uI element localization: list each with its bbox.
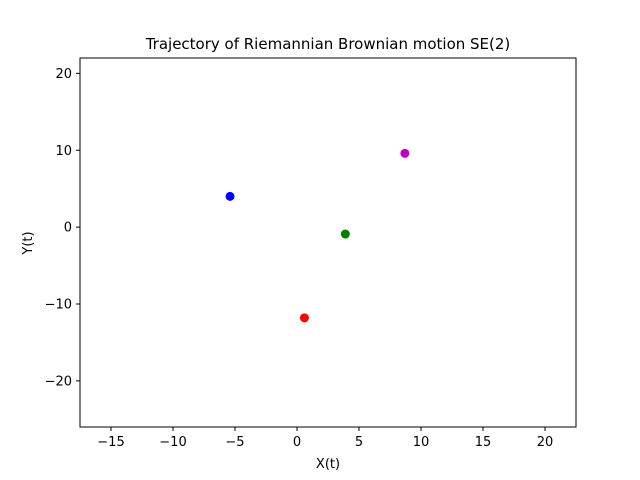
- data-point: [299, 313, 309, 323]
- data-point: [340, 229, 350, 239]
- data-point: [400, 148, 410, 158]
- data-point: [225, 191, 235, 201]
- y-axis-label: Y(t): [21, 231, 36, 255]
- chart-title: Trajectory of Riemannian Brownian motion…: [145, 35, 511, 53]
- x-tick-label: 15: [475, 435, 492, 450]
- x-tick-label: −15: [97, 435, 124, 450]
- x-tick-label: 10: [413, 435, 430, 450]
- x-tick-label: 0: [293, 435, 301, 450]
- y-tick-label: 20: [55, 67, 72, 82]
- plot-area: −15 −10 −5 0 5 10 15 20 −20 −10 0 10 20: [45, 57, 577, 450]
- y-tick-label: −10: [45, 298, 72, 313]
- y-tick-label: −20: [45, 374, 72, 389]
- plot-frame: [79, 57, 577, 428]
- x-tick-label: −5: [225, 435, 244, 450]
- y-tick-label: 0: [64, 221, 72, 236]
- x-tick-label: 5: [355, 435, 363, 450]
- y-tick-label: 10: [55, 144, 72, 159]
- x-axis-label: X(t): [316, 457, 340, 472]
- x-tick-label: 20: [537, 435, 554, 450]
- x-tick-label: −10: [159, 435, 186, 450]
